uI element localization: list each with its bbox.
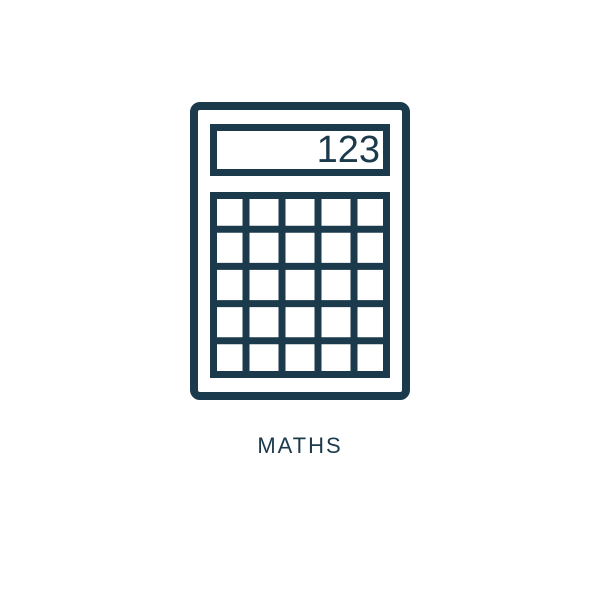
svg-text:123: 123 bbox=[317, 129, 380, 171]
icon-label: MATHS bbox=[257, 433, 342, 459]
maths-icon-block: 123 MATHS bbox=[190, 102, 410, 459]
calculator-icon: 123 bbox=[190, 102, 410, 405]
